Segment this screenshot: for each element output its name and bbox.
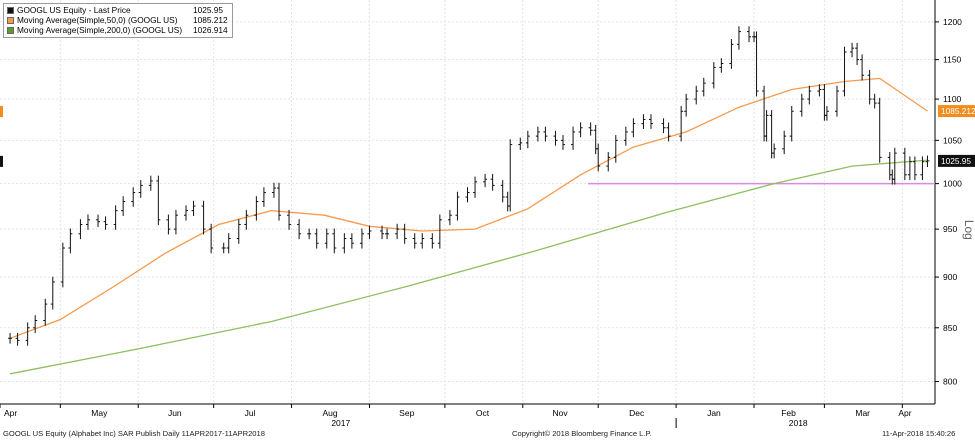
- legend-item-price: GOOGL US Equity - Last Price 1025.95: [7, 5, 228, 15]
- x-tick-label: Oct: [476, 408, 490, 418]
- legend-swatch-price: [7, 6, 14, 14]
- x-tick-label: Feb: [781, 408, 796, 418]
- y-tick-label: 850: [943, 323, 957, 333]
- x-tick-label: Apr: [4, 408, 17, 418]
- legend-label-ma50: Moving Average(Simple,50,0) (GOOGL US): [17, 15, 178, 25]
- ma200-line: [9, 159, 928, 375]
- y-tick-label: 900: [943, 272, 957, 282]
- y-tick-label: 950: [943, 224, 957, 234]
- footer-source: GOOGL US Equity (Alphabet Inc) SAR Publi…: [3, 429, 265, 438]
- chart-legend: GOOGL US Equity - Last Price 1025.95 Mov…: [3, 3, 233, 38]
- legend-value-price: 1025.95: [193, 5, 223, 15]
- ma50-line: [9, 77, 928, 339]
- x-tick-label: Jul: [245, 408, 256, 418]
- x-year-label: 2018: [789, 418, 808, 428]
- y-axis-scale-label: Log: [962, 220, 975, 240]
- x-tick-label: Apr: [898, 408, 911, 418]
- y-tick-label: 1150: [943, 55, 962, 65]
- price-left-marker: [0, 155, 3, 167]
- footer-timestamp: 11-Apr-2018 15:40:26: [882, 429, 956, 438]
- legend-label-ma200: Moving Average(Simple,200,0) (GOOGL US): [17, 25, 183, 35]
- y-tick-label: 1200: [943, 17, 962, 27]
- y-tick-label: 1000: [943, 179, 962, 189]
- x-tick-label: Nov: [552, 408, 568, 418]
- legend-swatch-ma50: [7, 16, 14, 24]
- ma50-left-marker: [0, 106, 3, 118]
- y-tick-label: 800: [943, 377, 957, 387]
- x-tick-label: May: [91, 408, 108, 418]
- price-value-badge-label: 1025.95: [941, 156, 971, 166]
- x-tick-label: Dec: [629, 408, 645, 418]
- x-tick-label: Sep: [399, 408, 414, 418]
- x-tick-label: Mar: [855, 408, 870, 418]
- ma50-value-badge: [938, 105, 975, 118]
- y-tick-label: 1100: [943, 94, 962, 104]
- x-year-label: 2017: [331, 418, 350, 428]
- legend-item-ma200: Moving Average(Simple,200,0) (GOOGL US) …: [7, 25, 228, 35]
- footer-copyright: Copyright© 2018 Bloomberg Finance L.P.: [512, 429, 652, 438]
- price-value-badge: [938, 154, 975, 167]
- ma50-value-badge-label: 1085.212: [941, 106, 975, 116]
- y-tick-label: 1050: [943, 135, 962, 145]
- legend-label-price: GOOGL US Equity - Last Price: [17, 5, 131, 15]
- x-tick-label: Jun: [168, 408, 182, 418]
- legend-value-ma50: 1085.212: [193, 15, 228, 25]
- legend-item-ma50: Moving Average(Simple,50,0) (GOOGL US) 1…: [7, 15, 228, 25]
- x-tick-label: Aug: [323, 408, 338, 418]
- legend-swatch-ma200: [7, 26, 14, 34]
- x-tick-label: Jan: [707, 408, 721, 418]
- legend-value-ma200: 1026.914: [193, 25, 228, 35]
